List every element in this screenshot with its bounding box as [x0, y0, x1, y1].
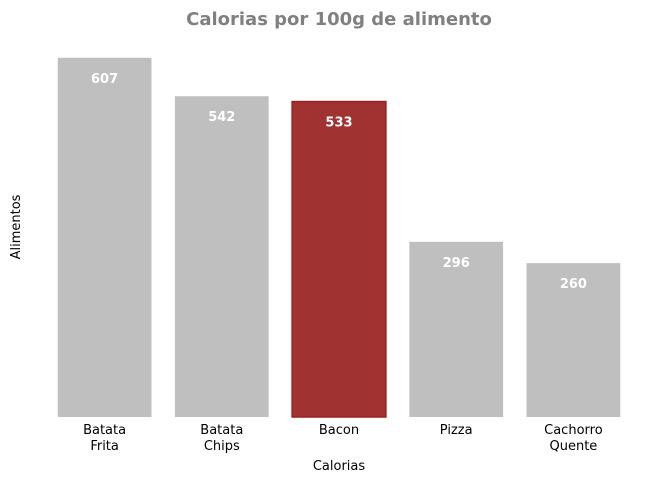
data-label: 533: [325, 116, 352, 131]
bar-cachorro-quente: [526, 263, 621, 417]
bars-group: [57, 57, 621, 418]
x-axis-label: Calorias: [313, 459, 366, 474]
data-labels-group: 607 542 533 296 260: [91, 72, 587, 292]
data-label: 260: [560, 277, 587, 292]
x-tick-label: Batata Frita: [83, 423, 126, 454]
x-tick-label: Bacon: [319, 423, 359, 438]
bar-bacon: [291, 100, 387, 418]
bar-batata-chips: [174, 96, 269, 417]
y-axis-label: Alimentos: [9, 194, 24, 259]
x-tick-label: Batata Chips: [200, 423, 243, 454]
data-label: 607: [91, 72, 118, 87]
chart-title: Calorias por 100g de alimento: [186, 9, 492, 30]
x-tick-label: Cachorro Quente: [544, 423, 603, 454]
bar-pizza: [409, 241, 504, 417]
data-label: 542: [208, 110, 235, 125]
data-label: 296: [443, 256, 470, 271]
x-tick-label: Pizza: [440, 423, 473, 438]
bar-batata-frita: [57, 57, 152, 417]
x-tick-labels-group: Batata Frita Batata Chips Bacon Pizza Cachorro…: [83, 423, 603, 454]
